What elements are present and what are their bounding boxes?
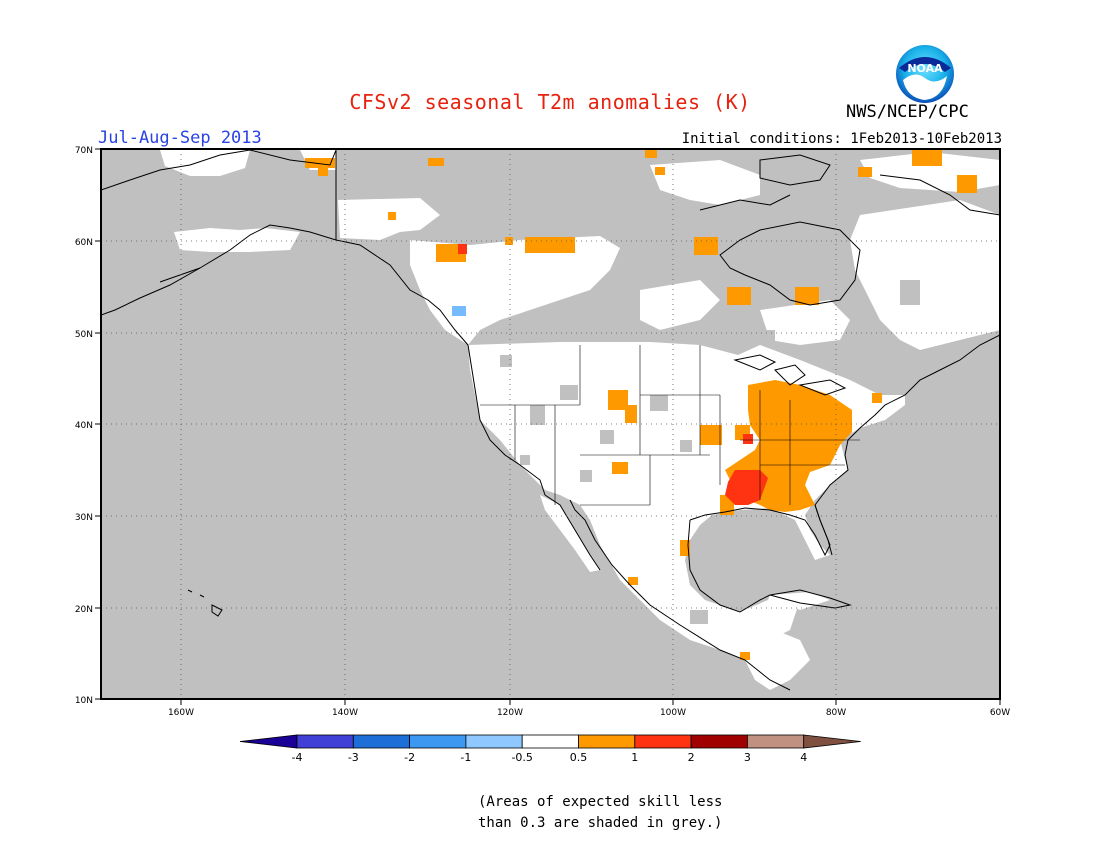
lat-label: 70N bbox=[75, 146, 93, 156]
lon-label: 120W bbox=[497, 708, 523, 718]
skill-note-line-1: (Areas of expected skill less bbox=[478, 794, 723, 810]
lat-label: 30N bbox=[75, 513, 93, 523]
colorbar-label: -1 bbox=[460, 751, 471, 764]
colorbar-segment bbox=[352, 734, 410, 749]
map-title: CFSv2 seasonal T2m anomalies (K) bbox=[349, 90, 751, 114]
colorbar-label: 2 bbox=[688, 751, 695, 764]
agency-label: NWS/NCEP/CPC bbox=[846, 102, 969, 122]
colorbar-segment bbox=[747, 734, 805, 749]
lat-label: 10N bbox=[75, 696, 93, 706]
noaa-logo: NOAA bbox=[894, 43, 956, 105]
colorbar-segment bbox=[521, 734, 579, 749]
colorbar-label: 3 bbox=[744, 751, 751, 764]
colorbar-label: 0.5 bbox=[570, 751, 588, 764]
colorbar-label: -0.5 bbox=[511, 751, 532, 764]
noaa-logo-text: NOAA bbox=[907, 62, 943, 75]
grey-patches-over-land bbox=[500, 280, 920, 624]
colorbar-arrow-high bbox=[803, 734, 861, 749]
colorbar-labels: -4 -3 -2 -1 -0.5 0.5 1 2 3 4 bbox=[292, 751, 808, 764]
lat-label: 40N bbox=[75, 421, 93, 431]
colorbar-segment bbox=[296, 734, 354, 749]
skill-note: (Areas of expected skill less than 0.3 a… bbox=[478, 792, 722, 834]
lat-label: 50N bbox=[75, 330, 93, 340]
colorbar-label: -4 bbox=[292, 751, 303, 764]
initial-conditions-label: Initial conditions: 1Feb2013-10Feb2013 bbox=[681, 131, 1002, 147]
colorbar-segment bbox=[634, 734, 692, 749]
lon-label: 100W bbox=[660, 708, 686, 718]
skill-note-line-2: than 0.3 are shaded in grey.) bbox=[478, 815, 723, 831]
season-label: Jul-Aug-Sep 2013 bbox=[98, 128, 262, 148]
colorbar-arrow-low bbox=[239, 734, 298, 749]
colorbar-label: -3 bbox=[348, 751, 359, 764]
lon-label: 60W bbox=[990, 708, 1010, 718]
colorbar-label: 1 bbox=[631, 751, 638, 764]
cool-anomaly-patch bbox=[452, 306, 466, 316]
state-borders bbox=[480, 345, 860, 506]
colorbar-segment bbox=[578, 734, 636, 749]
colorbar-segment bbox=[690, 734, 748, 749]
lat-label: 20N bbox=[75, 605, 93, 615]
coastlines bbox=[101, 149, 1000, 691]
warm-anomaly-1-2 bbox=[458, 244, 768, 505]
gridlines bbox=[101, 149, 1000, 699]
colorbar-segment bbox=[465, 734, 523, 749]
lat-label: 60N bbox=[75, 238, 93, 248]
colorbar bbox=[239, 734, 861, 749]
lon-label: 140W bbox=[332, 708, 358, 718]
colorbar-label: -2 bbox=[404, 751, 415, 764]
colorbar-segment bbox=[409, 734, 467, 749]
lon-label: 80W bbox=[826, 708, 846, 718]
colorbar-label: 4 bbox=[800, 751, 807, 764]
lon-label: 160W bbox=[168, 708, 194, 718]
